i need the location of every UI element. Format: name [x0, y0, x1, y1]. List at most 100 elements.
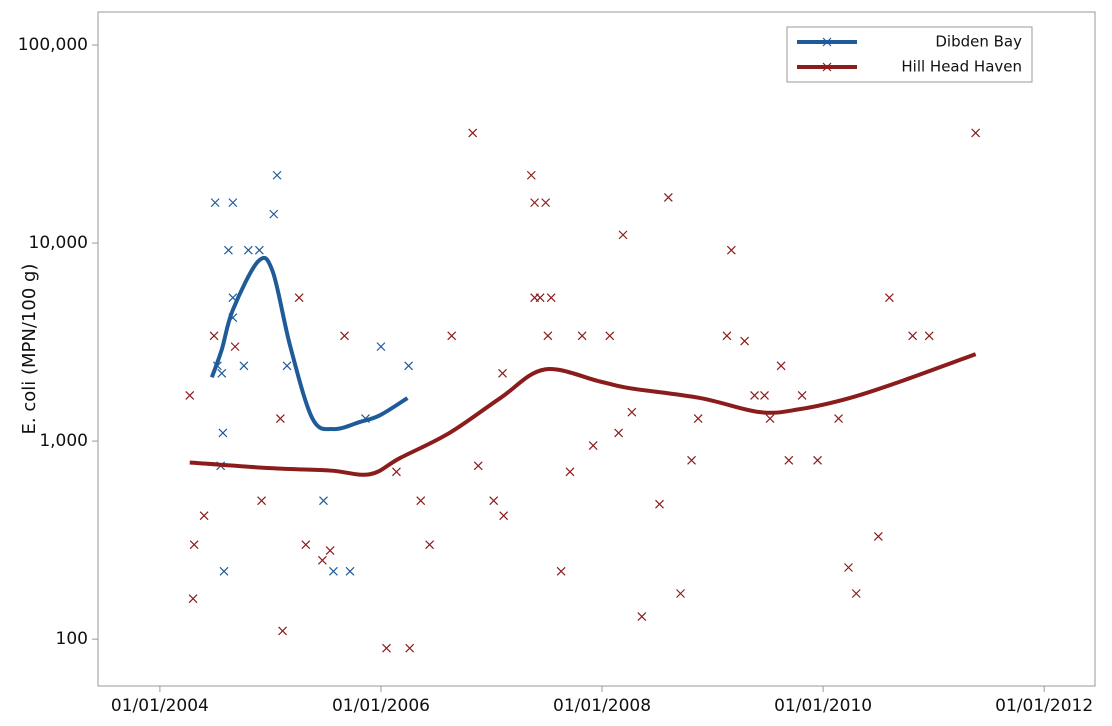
- data-point: [750, 391, 759, 400]
- y-tick-label: 100,000: [18, 35, 88, 55]
- data-point: [404, 361, 414, 371]
- data-point: [269, 209, 279, 219]
- data-point: [546, 293, 556, 303]
- data-point: [282, 361, 292, 371]
- data-point: [329, 566, 338, 576]
- data-point: [663, 192, 673, 202]
- trend-line: [209, 255, 409, 432]
- data-point: [447, 331, 457, 341]
- data-point: [340, 331, 349, 341]
- data-point: [319, 496, 328, 506]
- data-point: [209, 331, 219, 341]
- data-point: [884, 293, 894, 303]
- x-tick-label: 01/01/2012: [995, 696, 1093, 716]
- data-point: [257, 496, 267, 506]
- data-point: [278, 626, 288, 636]
- data-point: [851, 589, 861, 598]
- data-point: [228, 198, 238, 208]
- data-point: [844, 563, 853, 572]
- data-point: [541, 198, 551, 208]
- data-point: [473, 461, 483, 471]
- data-point: [317, 555, 327, 565]
- data-point: [530, 198, 540, 208]
- x-tick-label: 01/01/2008: [553, 696, 651, 716]
- data-point: [627, 407, 637, 417]
- trend-line: [189, 352, 977, 477]
- data-point: [873, 532, 883, 541]
- y-axis-label: E. coli (MPN/100 g): [19, 264, 40, 435]
- data-point: [834, 414, 843, 423]
- data-point: [210, 198, 220, 208]
- data-point: [275, 414, 285, 423]
- data-point: [655, 499, 664, 509]
- data-point: [468, 128, 478, 138]
- data-point: [243, 245, 253, 255]
- data-point: [693, 414, 703, 423]
- data-point: [971, 128, 981, 138]
- data-point: [618, 230, 628, 240]
- data-point: [185, 391, 195, 400]
- data-point: [797, 391, 807, 400]
- data-point: [416, 496, 426, 506]
- data-point: [189, 540, 199, 550]
- data-point: [526, 170, 536, 180]
- data-point: [765, 414, 775, 423]
- data-point: [325, 546, 335, 556]
- data-point: [199, 511, 209, 521]
- data-point: [726, 245, 736, 255]
- data-point: [254, 245, 264, 255]
- data-point: [294, 293, 304, 303]
- plot-frame: [97, 11, 1096, 687]
- data-point: [535, 293, 545, 303]
- data-point: [219, 566, 229, 576]
- data-point: [784, 455, 794, 465]
- data-point: [565, 467, 575, 477]
- data-point: [760, 391, 769, 400]
- data-point: [392, 467, 401, 477]
- data-point: [217, 368, 227, 378]
- legend-marker: [822, 62, 832, 72]
- data-point: [637, 612, 647, 622]
- data-point: [382, 643, 391, 653]
- legend-marker: [822, 37, 832, 47]
- data-point: [239, 361, 249, 371]
- x-tick-label: 01/01/2010: [774, 696, 872, 716]
- data-point: [605, 331, 615, 341]
- data-point: [588, 441, 598, 450]
- data-point: [813, 455, 822, 465]
- y-tick-label: 10,000: [29, 233, 88, 253]
- legend-label: Dibden Bay: [935, 33, 1022, 51]
- data-point: [188, 594, 198, 604]
- legend-box: [786, 26, 1033, 83]
- data-point: [345, 566, 355, 576]
- data-point: [740, 336, 750, 346]
- data-point: [577, 331, 587, 341]
- data-point: [218, 428, 228, 438]
- data-point: [556, 566, 566, 576]
- data-point: [498, 368, 507, 378]
- data-point: [230, 342, 240, 352]
- data-point: [543, 331, 553, 341]
- data-point: [301, 540, 311, 550]
- y-tick-label: 1,000: [39, 431, 88, 451]
- data-point: [425, 540, 435, 550]
- data-point: [687, 455, 696, 465]
- data-point: [405, 643, 415, 653]
- data-point: [908, 331, 918, 341]
- data-point: [614, 428, 624, 438]
- data-point: [722, 331, 732, 341]
- data-point: [224, 245, 233, 255]
- data-point: [272, 170, 282, 180]
- data-point: [776, 361, 786, 371]
- legend-label: Hill Head Haven: [901, 58, 1022, 76]
- y-tick-label: 100: [56, 629, 88, 649]
- data-point: [489, 496, 499, 506]
- x-tick-label: 01/01/2006: [332, 696, 430, 716]
- data-point: [676, 589, 685, 598]
- data-point: [924, 331, 934, 341]
- x-tick-label: 01/01/2004: [111, 696, 209, 716]
- data-point: [376, 342, 386, 352]
- data-point: [499, 511, 509, 521]
